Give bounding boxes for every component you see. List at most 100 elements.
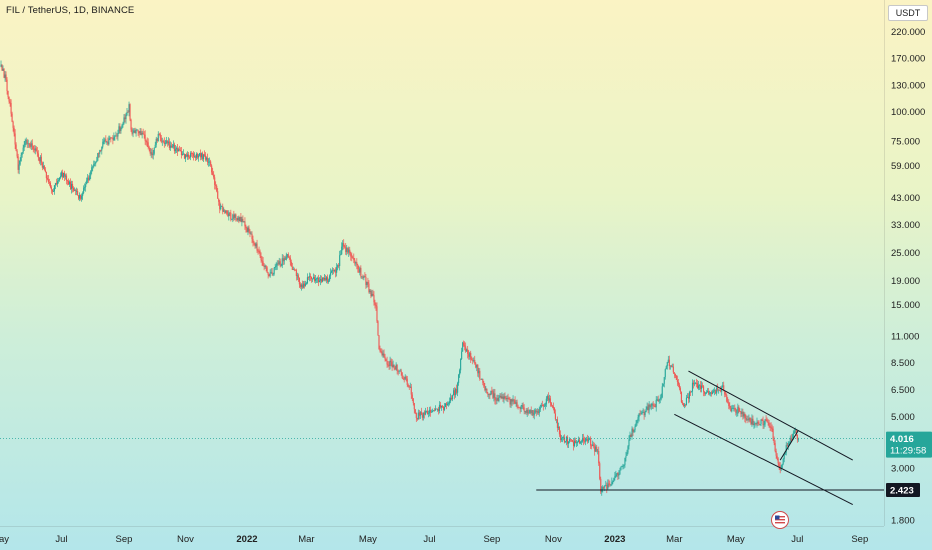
candle [607, 479, 609, 491]
candle [6, 77, 8, 95]
candle [487, 392, 489, 398]
candle [286, 254, 288, 259]
candle [764, 419, 766, 427]
candle [679, 386, 681, 395]
candle [374, 299, 376, 309]
candle [249, 229, 251, 238]
price-tick-label: 43.000 [891, 193, 920, 204]
candle [553, 406, 555, 414]
candle [377, 320, 379, 336]
candle [580, 441, 582, 445]
candle [310, 276, 313, 283]
candle [681, 400, 683, 406]
candle [444, 403, 447, 408]
candle [360, 265, 362, 279]
candle [467, 345, 469, 359]
candle [668, 355, 670, 370]
candle [486, 388, 488, 394]
trendline-channel-lower[interactable] [674, 413, 853, 505]
price-axis[interactable]: 220.000 170.000 130.000 100.000 75.000 59.000… [884, 0, 932, 526]
time-axis[interactable]: May Jul Sep Nov 2022 Mar May Jul Sep Nov 2023 Mar Ma… [0, 526, 884, 550]
candle [602, 485, 604, 493]
candle [635, 420, 637, 428]
candle [675, 374, 677, 381]
candle [23, 140, 25, 151]
candle [501, 392, 503, 399]
trendline-triangle-upper[interactable] [779, 430, 799, 461]
candle [712, 389, 714, 395]
candle [740, 410, 742, 418]
candle [29, 141, 31, 149]
candle [194, 154, 197, 161]
currency-badge[interactable]: USDT [888, 5, 928, 21]
candle [527, 407, 529, 416]
candle [213, 170, 215, 180]
candle [622, 463, 624, 470]
candle [399, 368, 401, 372]
candle [526, 408, 528, 418]
candle [171, 144, 173, 149]
candle [54, 182, 56, 190]
candle [540, 402, 542, 408]
candle [551, 404, 553, 409]
candle [613, 477, 615, 483]
candle [317, 274, 320, 287]
candle [50, 185, 52, 194]
price-tick-label: 8.500 [891, 358, 915, 369]
candle [638, 413, 640, 422]
candle [287, 252, 289, 258]
us-flag-event-icon[interactable] [771, 511, 789, 529]
candle [649, 403, 651, 409]
candle [567, 441, 570, 449]
candle [760, 419, 762, 427]
candle [650, 403, 652, 411]
candle [657, 395, 659, 402]
candle [600, 476, 602, 494]
candle [692, 380, 695, 389]
candle [726, 393, 728, 403]
candle [545, 396, 547, 407]
candle [17, 153, 19, 174]
candle [51, 189, 53, 196]
candle [1, 64, 3, 71]
candle [89, 172, 91, 181]
candle [40, 153, 42, 166]
candle [714, 387, 716, 396]
candle [139, 127, 141, 136]
candle [322, 277, 324, 283]
date-ticks: May Jul Sep Nov 2022 Mar May Jul Sep Nov 2023 Mar Ma… [0, 534, 868, 545]
candle [252, 235, 254, 247]
candle [187, 151, 190, 160]
candle [347, 247, 349, 255]
candle [464, 341, 466, 351]
candle [124, 113, 126, 123]
candle [301, 280, 303, 290]
candle [36, 147, 38, 157]
candle [164, 139, 166, 147]
candle [426, 407, 428, 415]
candle [724, 390, 726, 398]
price-pane[interactable] [0, 0, 884, 526]
candle [594, 442, 596, 456]
candle [564, 440, 567, 443]
candle [59, 172, 62, 180]
candle [728, 399, 730, 410]
candle [173, 142, 175, 154]
candle [111, 137, 113, 139]
candle [521, 402, 523, 410]
candle [713, 388, 715, 393]
candle [614, 472, 616, 481]
candle [682, 402, 684, 407]
date-tick-label: Sep [116, 534, 133, 545]
candle [150, 148, 152, 158]
candle [408, 385, 410, 390]
candle [179, 147, 181, 152]
candle [60, 170, 63, 178]
trendline-channel-upper[interactable] [688, 370, 853, 461]
candle [183, 153, 186, 160]
candle [165, 136, 167, 145]
price-tick-label: 220.000 [891, 27, 925, 38]
candle [162, 139, 164, 143]
date-tick-label: 2023 [604, 534, 625, 545]
candle [41, 161, 43, 171]
